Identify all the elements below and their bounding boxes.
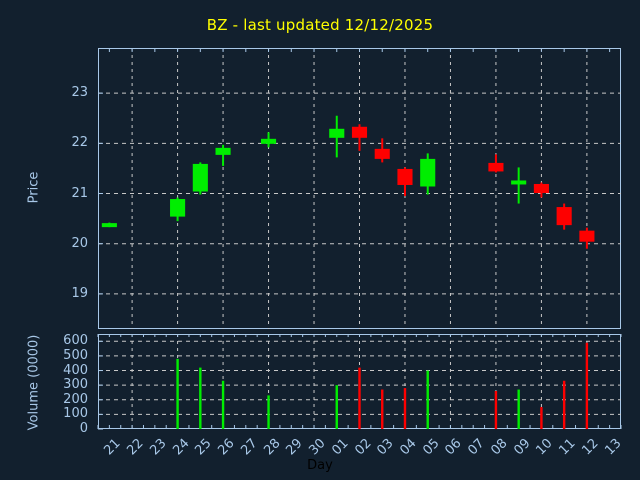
price-axis-title: Price [26, 171, 42, 204]
candle-body [170, 199, 186, 217]
candlestick [579, 227, 595, 249]
candle-body [351, 126, 368, 138]
volume-tick-label: 600 [63, 333, 88, 349]
volume-tick-label: 400 [63, 362, 88, 378]
candle-body [556, 207, 572, 226]
volume-tick-label: 200 [63, 391, 88, 407]
price-tick-label: 23 [71, 85, 88, 101]
price-tick-label: 20 [71, 235, 88, 251]
candle-body [215, 147, 231, 155]
candlestick [533, 182, 549, 198]
price-tick-label: 22 [71, 135, 88, 151]
day-axis-title: Day [307, 458, 333, 473]
candlestick [329, 115, 345, 158]
volume-tick-label: 500 [63, 347, 88, 363]
candlestick [488, 154, 504, 173]
candle-body [420, 158, 436, 187]
candlestick [511, 167, 527, 204]
candle-body [488, 162, 504, 172]
candlestick [215, 144, 231, 166]
candle-body [397, 168, 413, 185]
candlestick [170, 197, 186, 222]
price-tick-label: 19 [71, 285, 88, 301]
candle-body [329, 128, 345, 138]
candlestick [192, 162, 208, 195]
candlestick [420, 153, 436, 195]
candle-body [579, 230, 595, 242]
volume-tick-label: 300 [63, 377, 88, 393]
volume-axis-title: Volume (0000) [26, 334, 42, 431]
candlestick [374, 138, 390, 163]
price-tick-label: 21 [71, 185, 88, 201]
volume-tick-label: 0 [79, 421, 88, 436]
candle-body [192, 163, 208, 192]
candlestick [556, 203, 572, 230]
candle-body [374, 148, 390, 159]
candle-body [533, 183, 549, 194]
candlestick [260, 132, 277, 148]
candle-body [511, 180, 527, 185]
candle-body [101, 223, 117, 228]
volume-tick-label: 100 [63, 406, 88, 422]
candle-body [260, 138, 277, 144]
candlestick [101, 222, 117, 228]
candlestick [351, 124, 368, 151]
candlestick [397, 167, 413, 197]
chart-title: BZ - last updated 12/12/2025 [206, 16, 434, 34]
